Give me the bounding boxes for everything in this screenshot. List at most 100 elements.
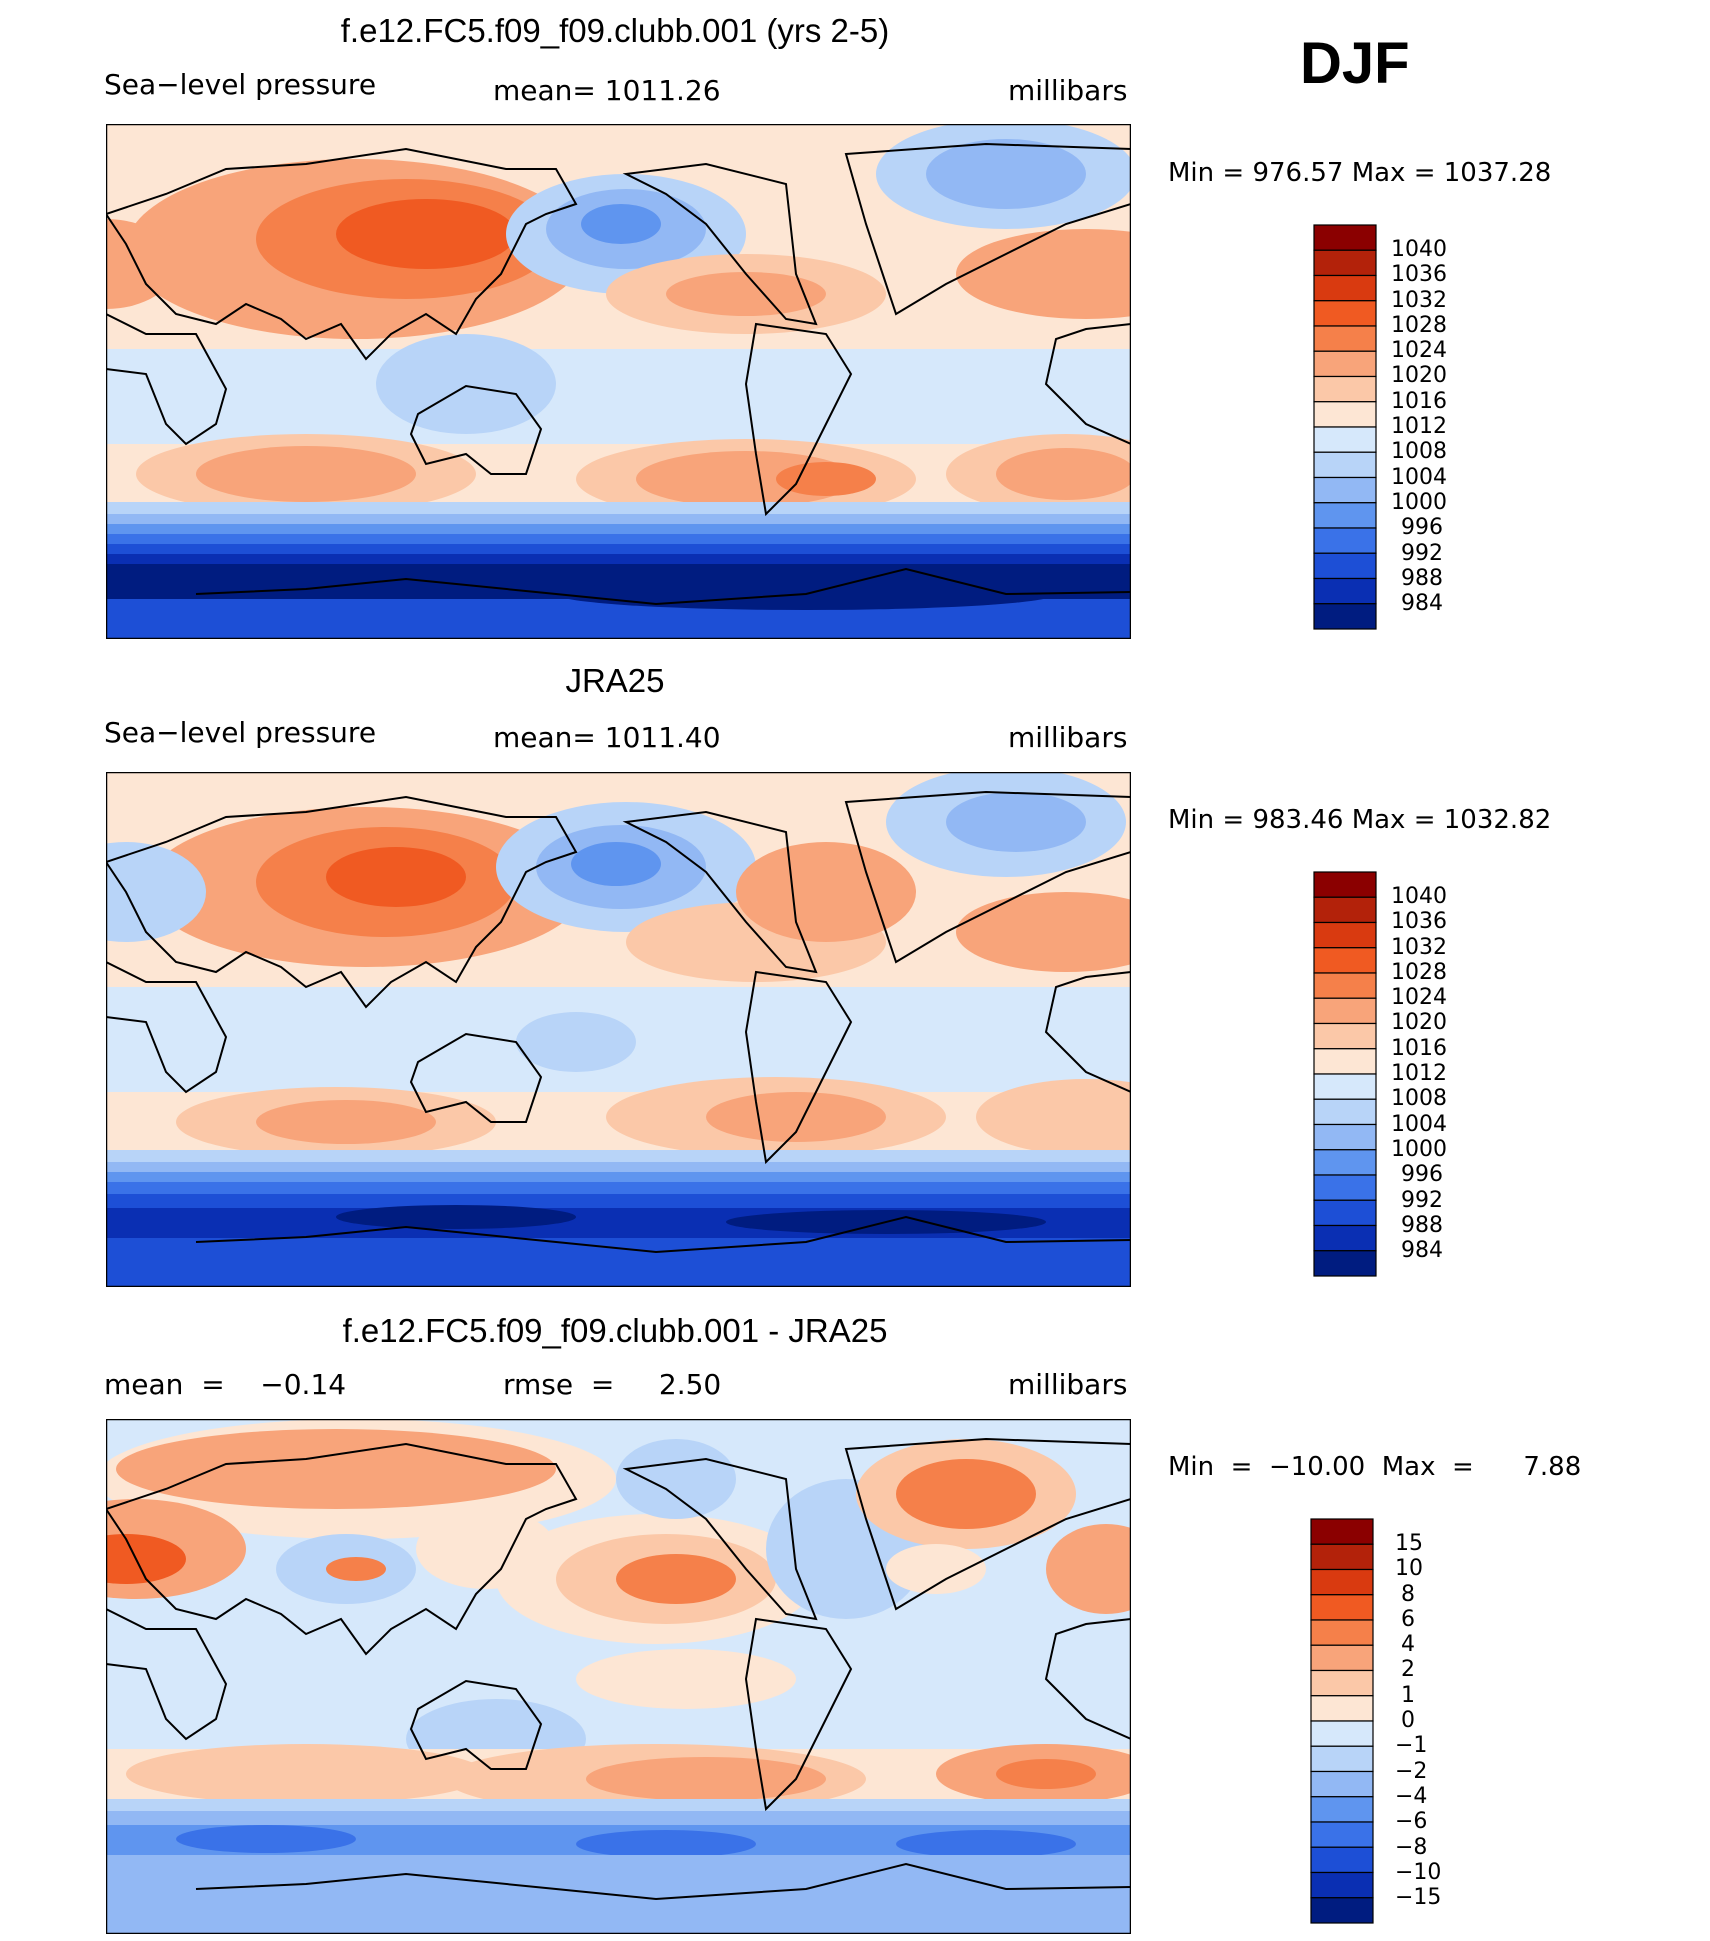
panel-3-colorbar-label: −10 [1395,1859,1442,1885]
panel-1-minmax: Min = 976.57 Max = 1037.28 [1168,158,1552,188]
panel-1-colorbar-label: 984 [1401,591,1443,617]
panel-1-units-label: millibars [1008,74,1128,107]
panel-1-map [106,124,1131,639]
colorbar-swatch [1310,1568,1374,1596]
panel-2-title: JRA25 [565,662,665,699]
panel-2-units-label: millibars [1008,721,1128,754]
colorbar-swatch [1313,997,1377,1025]
panel-2-mean-label: mean= 1011.40 [493,721,721,754]
panel-3-colorbar-label: −2 [1395,1758,1428,1784]
panel-3-colorbar-label: −8 [1395,1834,1428,1860]
panel-2-map [106,772,1131,1287]
panel-2-colorbar-label: 1008 [1391,1086,1447,1112]
colorbar-swatch [1313,921,1377,949]
colorbar-swatch [1313,274,1377,302]
panel-3-mean-label: mean = −0.14 [104,1368,347,1401]
panel-2-colorbar-label: 1036 [1391,909,1447,935]
panel-3-colorbar-label: 15 [1395,1531,1423,1556]
panel-2-colorbar-label: 988 [1401,1212,1443,1238]
panel-1-mean-label: mean= 1011.26 [493,74,721,107]
season-label: DJF [1300,31,1410,96]
colorbar-swatch [1310,1846,1374,1874]
panel-1-colorbar-label: 988 [1401,565,1443,591]
panel-1-colorbar-label: 1036 [1391,262,1447,288]
panel-1-colorbar-label: 1032 [1391,287,1447,313]
colorbar-swatch [1313,401,1377,428]
panel-2-variable-label: Sea−level pressure [104,716,377,749]
panel-1-title: f.e12.FC5.f09_f09.clubb.001 (yrs 2-5) [340,12,890,49]
colorbar-swatch [1310,1518,1374,1545]
colorbar-swatch [1310,1619,1374,1646]
panel-3-colorbar-label: 0 [1401,1708,1415,1734]
panel-3-colorbar-label: 6 [1401,1606,1415,1632]
colorbar-swatch [1313,451,1377,479]
colorbar-swatch [1313,325,1377,352]
colorbar-swatch [1313,1250,1377,1277]
colorbar-swatch [1313,249,1377,277]
colorbar-swatch [1313,350,1377,378]
panel-2-colorbar-label: 996 [1401,1162,1443,1188]
panel-3-colorbar-label: 2 [1401,1657,1415,1683]
panel-3-title: f.e12.FC5.f09_f09.clubb.001 - JRA25 [342,1312,888,1349]
panel-3-colorbar-labels: 15 10 8 6 4 2 1 0 −1 −2 −4 −6 −8 −10 −15 [1395,1531,1441,1910]
panel-3-colorbar [1310,1518,1374,1924]
colorbar-swatch [1313,947,1377,974]
colorbar-swatch [1313,527,1377,554]
colorbar-swatch [1313,1199,1377,1227]
colorbar-swatch [1310,1745,1374,1773]
panel-2-colorbar-label: 1012 [1391,1061,1447,1087]
colorbar-swatch [1310,1871,1374,1899]
colorbar-swatch [1310,1594,1374,1621]
panel-3-colorbar-label: 10 [1395,1556,1423,1582]
panel-1-colorbar [1313,224,1377,630]
colorbar-swatch [1313,896,1377,924]
colorbar-swatch [1310,1821,1374,1848]
colorbar-swatch [1313,1149,1377,1176]
panel-3-minmax: Min = −10.00 Max = 7.88 [1168,1452,1582,1482]
colorbar-swatch [1313,1098,1377,1126]
panel-2-colorbar-label: 1040 [1391,884,1447,909]
panel-1-variable-label: Sea−level pressure [104,68,377,101]
colorbar-swatch [1313,871,1377,898]
panel-3-colorbar-label: −1 [1395,1733,1428,1759]
panel-3-map [106,1419,1131,1934]
colorbar-swatch [1313,375,1377,403]
panel-2-colorbar-label: 1000 [1391,1136,1447,1162]
panel-2-colorbar-label: 984 [1401,1238,1443,1264]
panel-1-colorbar-label: 1004 [1391,464,1447,490]
colorbar-swatch [1310,1770,1374,1798]
colorbar-swatch [1313,1174,1377,1201]
panel-1-colorbar-label: 1000 [1391,489,1447,515]
panel-3-colorbar-label: 1 [1401,1682,1415,1708]
colorbar-swatch [1313,1123,1377,1151]
colorbar-swatch [1313,1022,1377,1050]
panel-1-colorbar-label: 1020 [1391,363,1447,389]
colorbar-swatch [1313,426,1377,453]
panel-3-colorbar-label: −6 [1395,1809,1428,1835]
colorbar-swatch [1310,1543,1374,1571]
panel-1-colorbar-label: 1008 [1391,439,1447,465]
panel-1-colorbar-label: 1040 [1391,237,1447,262]
colorbar-swatch [1313,224,1377,251]
colorbar-swatch [1313,1224,1377,1252]
panel-2-colorbar-label: 1032 [1391,934,1447,960]
colorbar-swatch [1313,577,1377,605]
colorbar-swatch [1310,1695,1374,1722]
panel-2-colorbar-labels: 1040 1036 1032 1028 1024 1020 1016 1012 … [1391,884,1447,1263]
panel-2-colorbar-label: 1004 [1391,1111,1447,1137]
panel-2-colorbar-label: 1016 [1391,1035,1447,1061]
colorbar-swatch [1313,1073,1377,1100]
panel-1-colorbar-label: 1012 [1391,414,1447,440]
colorbar-swatch [1313,300,1377,327]
panel-2-colorbar-label: 1024 [1391,985,1447,1011]
colorbar-swatch [1310,1796,1374,1823]
colorbar-swatch [1310,1897,1374,1924]
panel-1-colorbar-label: 992 [1401,540,1443,566]
panel-2-colorbar [1313,871,1377,1277]
colorbar-swatch [1310,1644,1374,1672]
panel-2-colorbar-label: 1020 [1391,1010,1447,1036]
panel-3-colorbar-label: −15 [1395,1885,1442,1911]
panel-1-colorbar-labels: 1040 1036 1032 1028 1024 1020 1016 1012 … [1391,237,1447,616]
colorbar-swatch [1310,1720,1374,1747]
panel-2-colorbar-label: 992 [1401,1187,1443,1213]
